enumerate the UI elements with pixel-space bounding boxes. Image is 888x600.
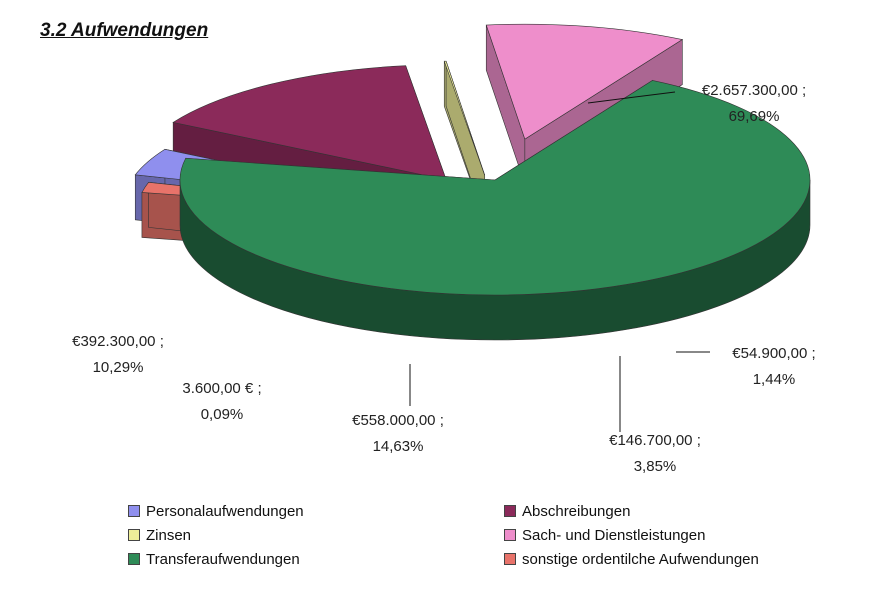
data-label-value-abschreibungen: €558.000,00 ; xyxy=(352,412,444,429)
data-label-percent-sonstige-ordentilche-aufwendungen: 1,44% xyxy=(753,371,796,388)
legend-label: Sach- und Dienstleistungen xyxy=(522,526,706,544)
legend-label: Transferaufwendungen xyxy=(146,550,300,568)
leader-line-transferaufwendungen xyxy=(587,91,676,104)
data-label-value-personalaufwendungen: €146.700,00 ; xyxy=(609,432,701,449)
legend-item-sonstige-ordentilche-aufwendungen: sonstige ordentilche Aufwendungen xyxy=(504,548,834,570)
data-label-value-sach-und-dienstleistungen: €392.300,00 ; xyxy=(72,333,164,350)
pie-slice-top xyxy=(443,60,485,176)
legend-swatch xyxy=(504,553,516,565)
legend-label: Zinsen xyxy=(146,526,192,544)
legend-item-transferaufwendungen: Transferaufwendungen xyxy=(128,548,504,570)
legend-swatch xyxy=(128,505,140,517)
data-label-value-sonstige-ordentilche-aufwendungen: €54.900,00 ; xyxy=(732,345,815,362)
legend-item-sach-und-dienstleistungen: Sach- und Dienstleistungen xyxy=(504,524,834,546)
legend-label: Personalaufwendungen xyxy=(146,502,304,520)
data-label-percent-zinsen: 0,09% xyxy=(201,406,244,423)
pie-slice-top xyxy=(172,65,447,181)
pie-slice-top xyxy=(485,23,684,140)
pie-slice-top xyxy=(179,80,811,296)
legend-item-zinsen: Zinsen xyxy=(128,524,504,546)
chart-legend: Personalaufwendungen Abschreibungen Zinsen… xyxy=(128,500,828,570)
data-label-percent-transferaufwendungen: 69,69% xyxy=(729,108,780,125)
data-label-percent-personalaufwendungen: 3,85% xyxy=(634,458,677,475)
legend-swatch xyxy=(504,529,516,541)
data-label-value-transferaufwendungen: €2.657.300,00 ; xyxy=(702,82,806,99)
legend-swatch xyxy=(128,529,140,541)
legend-item-abschreibungen: Abschreibungen xyxy=(504,500,834,522)
pie-slice-transferaufwendungen xyxy=(179,79,811,341)
legend-label: Abschreibungen xyxy=(522,502,631,520)
page-title: 3.2 Aufwendungen xyxy=(40,20,209,41)
legend-swatch xyxy=(504,505,516,517)
legend-label: sonstige ordentilche Aufwendungen xyxy=(522,550,759,568)
data-label-percent-abschreibungen: 14,63% xyxy=(373,438,424,455)
legend-item-personalaufwendungen: Personalaufwendungen xyxy=(128,500,504,522)
legend-swatch xyxy=(128,553,140,565)
data-label-percent-sach-und-dienstleistungen: 10,29% xyxy=(93,359,144,376)
data-label-value-zinsen: 3.600,00 € ; xyxy=(182,380,261,397)
